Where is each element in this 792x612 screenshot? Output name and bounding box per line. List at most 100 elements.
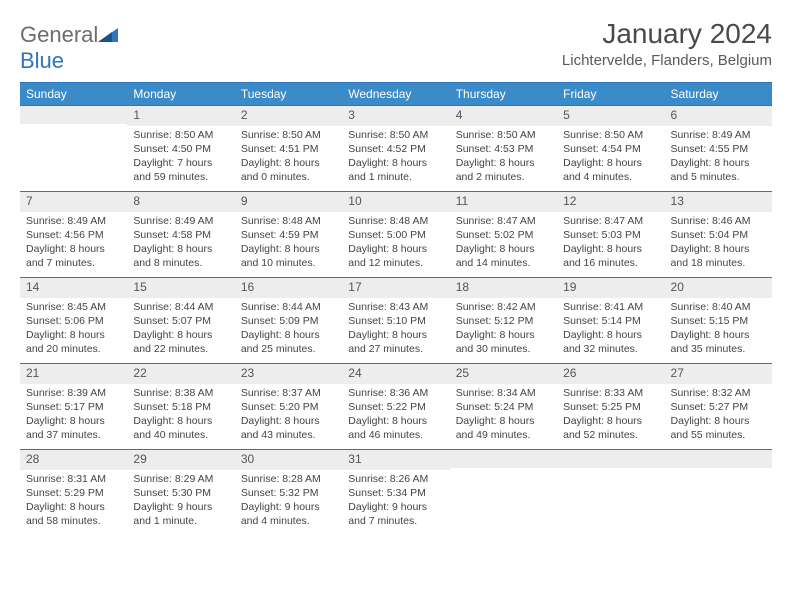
day-details: Sunrise: 8:50 AMSunset: 4:53 PMDaylight:… — [450, 126, 557, 189]
daylight-line: Daylight: 8 hours and 46 minutes. — [348, 414, 443, 442]
day-details: Sunrise: 8:32 AMSunset: 5:27 PMDaylight:… — [665, 384, 772, 447]
day-number: 7 — [20, 192, 127, 212]
calendar-cell: 4Sunrise: 8:50 AMSunset: 4:53 PMDaylight… — [450, 106, 557, 192]
day-number: 26 — [557, 364, 664, 384]
day-number: 3 — [342, 106, 449, 126]
sunrise-line: Sunrise: 8:45 AM — [26, 300, 121, 314]
sunset-line: Sunset: 4:56 PM — [26, 228, 121, 242]
sunrise-line: Sunrise: 8:47 AM — [563, 214, 658, 228]
day-number: 11 — [450, 192, 557, 212]
calendar-cell: 9Sunrise: 8:48 AMSunset: 4:59 PMDaylight… — [235, 192, 342, 278]
calendar-cell: 7Sunrise: 8:49 AMSunset: 4:56 PMDaylight… — [20, 192, 127, 278]
day-details: Sunrise: 8:31 AMSunset: 5:29 PMDaylight:… — [20, 470, 127, 533]
calendar-cell: 21Sunrise: 8:39 AMSunset: 5:17 PMDayligh… — [20, 364, 127, 450]
calendar-cell: 17Sunrise: 8:43 AMSunset: 5:10 PMDayligh… — [342, 278, 449, 364]
day-number: 31 — [342, 450, 449, 470]
calendar-cell: 28Sunrise: 8:31 AMSunset: 5:29 PMDayligh… — [20, 450, 127, 536]
sunset-line: Sunset: 4:58 PM — [133, 228, 228, 242]
calendar-cell: 2Sunrise: 8:50 AMSunset: 4:51 PMDaylight… — [235, 106, 342, 192]
day-details: Sunrise: 8:41 AMSunset: 5:14 PMDaylight:… — [557, 298, 664, 361]
sunrise-line: Sunrise: 8:50 AM — [563, 128, 658, 142]
calendar-body: 1Sunrise: 8:50 AMSunset: 4:50 PMDaylight… — [20, 106, 772, 536]
calendar-cell: 5Sunrise: 8:50 AMSunset: 4:54 PMDaylight… — [557, 106, 664, 192]
day-number: 23 — [235, 364, 342, 384]
day-number: 10 — [342, 192, 449, 212]
day-number: 24 — [342, 364, 449, 384]
sunrise-line: Sunrise: 8:33 AM — [563, 386, 658, 400]
day-details: Sunrise: 8:50 AMSunset: 4:50 PMDaylight:… — [127, 126, 234, 189]
day-details: Sunrise: 8:44 AMSunset: 5:09 PMDaylight:… — [235, 298, 342, 361]
calendar-cell: 1Sunrise: 8:50 AMSunset: 4:50 PMDaylight… — [127, 106, 234, 192]
daylight-line: Daylight: 8 hours and 20 minutes. — [26, 328, 121, 356]
day-number-empty — [20, 106, 127, 124]
day-details: Sunrise: 8:34 AMSunset: 5:24 PMDaylight:… — [450, 384, 557, 447]
sunrise-line: Sunrise: 8:49 AM — [133, 214, 228, 228]
day-details: Sunrise: 8:39 AMSunset: 5:17 PMDaylight:… — [20, 384, 127, 447]
sunrise-line: Sunrise: 8:44 AM — [241, 300, 336, 314]
day-header: Thursday — [450, 83, 557, 106]
day-header: Monday — [127, 83, 234, 106]
day-details: Sunrise: 8:49 AMSunset: 4:56 PMDaylight:… — [20, 212, 127, 275]
day-number: 15 — [127, 278, 234, 298]
day-number: 5 — [557, 106, 664, 126]
daylight-line: Daylight: 8 hours and 10 minutes. — [241, 242, 336, 270]
daylight-line: Daylight: 8 hours and 52 minutes. — [563, 414, 658, 442]
sunset-line: Sunset: 5:15 PM — [671, 314, 766, 328]
sunset-line: Sunset: 5:10 PM — [348, 314, 443, 328]
day-header: Saturday — [665, 83, 772, 106]
sunrise-line: Sunrise: 8:38 AM — [133, 386, 228, 400]
day-details: Sunrise: 8:49 AMSunset: 4:58 PMDaylight:… — [127, 212, 234, 275]
day-number: 25 — [450, 364, 557, 384]
day-number: 8 — [127, 192, 234, 212]
sunset-line: Sunset: 5:20 PM — [241, 400, 336, 414]
sunrise-line: Sunrise: 8:29 AM — [133, 472, 228, 486]
day-number-empty — [665, 450, 772, 468]
title-block: January 2024 Lichtervelde, Flanders, Bel… — [562, 18, 772, 69]
day-number: 22 — [127, 364, 234, 384]
calendar-cell: 25Sunrise: 8:34 AMSunset: 5:24 PMDayligh… — [450, 364, 557, 450]
day-details: Sunrise: 8:36 AMSunset: 5:22 PMDaylight:… — [342, 384, 449, 447]
day-details: Sunrise: 8:50 AMSunset: 4:51 PMDaylight:… — [235, 126, 342, 189]
daylight-line: Daylight: 8 hours and 18 minutes. — [671, 242, 766, 270]
sunset-line: Sunset: 5:30 PM — [133, 486, 228, 500]
daylight-line: Daylight: 7 hours and 59 minutes. — [133, 156, 228, 184]
day-number: 30 — [235, 450, 342, 470]
day-details: Sunrise: 8:44 AMSunset: 5:07 PMDaylight:… — [127, 298, 234, 361]
day-number: 27 — [665, 364, 772, 384]
day-number: 2 — [235, 106, 342, 126]
month-title: January 2024 — [562, 18, 772, 50]
calendar-cell: 24Sunrise: 8:36 AMSunset: 5:22 PMDayligh… — [342, 364, 449, 450]
day-number-empty — [450, 450, 557, 468]
day-details: Sunrise: 8:50 AMSunset: 4:54 PMDaylight:… — [557, 126, 664, 189]
daylight-line: Daylight: 9 hours and 7 minutes. — [348, 500, 443, 528]
sunset-line: Sunset: 5:32 PM — [241, 486, 336, 500]
daylight-line: Daylight: 9 hours and 4 minutes. — [241, 500, 336, 528]
daylight-line: Daylight: 8 hours and 1 minute. — [348, 156, 443, 184]
day-details: Sunrise: 8:29 AMSunset: 5:30 PMDaylight:… — [127, 470, 234, 533]
sunset-line: Sunset: 5:00 PM — [348, 228, 443, 242]
sunset-line: Sunset: 5:27 PM — [671, 400, 766, 414]
day-details: Sunrise: 8:38 AMSunset: 5:18 PMDaylight:… — [127, 384, 234, 447]
page-header: General Blue January 2024 Lichtervelde, … — [20, 18, 772, 74]
daylight-line: Daylight: 8 hours and 16 minutes. — [563, 242, 658, 270]
daylight-line: Daylight: 9 hours and 1 minute. — [133, 500, 228, 528]
calendar-cell: 29Sunrise: 8:29 AMSunset: 5:30 PMDayligh… — [127, 450, 234, 536]
calendar-week-row: 21Sunrise: 8:39 AMSunset: 5:17 PMDayligh… — [20, 364, 772, 450]
calendar-cell: 23Sunrise: 8:37 AMSunset: 5:20 PMDayligh… — [235, 364, 342, 450]
sunset-line: Sunset: 5:29 PM — [26, 486, 121, 500]
day-number: 28 — [20, 450, 127, 470]
daylight-line: Daylight: 8 hours and 22 minutes. — [133, 328, 228, 356]
calendar-cell: 26Sunrise: 8:33 AMSunset: 5:25 PMDayligh… — [557, 364, 664, 450]
logo-triangle-icon — [98, 22, 118, 48]
sunrise-line: Sunrise: 8:44 AM — [133, 300, 228, 314]
sunset-line: Sunset: 5:22 PM — [348, 400, 443, 414]
calendar-table: SundayMondayTuesdayWednesdayThursdayFrid… — [20, 82, 772, 536]
day-header-row: SundayMondayTuesdayWednesdayThursdayFrid… — [20, 83, 772, 106]
day-details: Sunrise: 8:47 AMSunset: 5:02 PMDaylight:… — [450, 212, 557, 275]
daylight-line: Daylight: 8 hours and 30 minutes. — [456, 328, 551, 356]
day-number: 17 — [342, 278, 449, 298]
daylight-line: Daylight: 8 hours and 43 minutes. — [241, 414, 336, 442]
sunrise-line: Sunrise: 8:46 AM — [671, 214, 766, 228]
sunrise-line: Sunrise: 8:48 AM — [348, 214, 443, 228]
calendar-cell — [665, 450, 772, 536]
